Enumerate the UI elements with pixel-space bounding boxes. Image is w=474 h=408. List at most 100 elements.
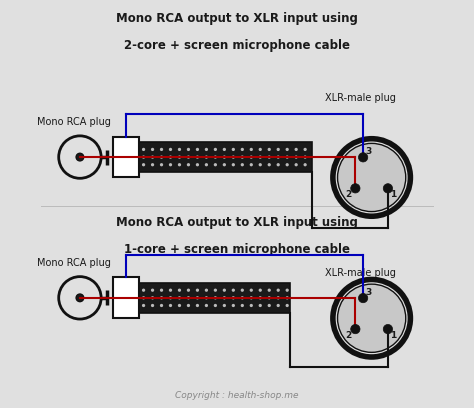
Circle shape: [214, 304, 217, 307]
Circle shape: [205, 148, 208, 151]
Circle shape: [276, 155, 280, 159]
Circle shape: [196, 155, 199, 159]
Circle shape: [259, 163, 262, 166]
Circle shape: [187, 148, 190, 151]
Text: Copyright : health-shop.me: Copyright : health-shop.me: [175, 391, 299, 400]
Circle shape: [151, 163, 154, 166]
Circle shape: [223, 163, 226, 166]
Circle shape: [241, 288, 244, 292]
Circle shape: [142, 163, 145, 166]
Text: 1: 1: [390, 190, 396, 199]
Circle shape: [223, 304, 226, 307]
Circle shape: [383, 184, 392, 193]
Circle shape: [285, 155, 289, 159]
Text: Mono RCA output to XLR input using: Mono RCA output to XLR input using: [116, 216, 358, 229]
Circle shape: [151, 288, 154, 292]
Circle shape: [268, 163, 271, 166]
Circle shape: [241, 155, 244, 159]
Circle shape: [351, 184, 360, 193]
Circle shape: [259, 288, 262, 292]
Circle shape: [223, 296, 226, 299]
Circle shape: [160, 148, 163, 151]
Text: 3: 3: [365, 288, 372, 297]
Circle shape: [151, 148, 154, 151]
Circle shape: [151, 296, 154, 299]
Text: Mono RCA plug: Mono RCA plug: [37, 118, 111, 127]
Circle shape: [241, 148, 244, 151]
Circle shape: [196, 304, 199, 307]
Circle shape: [178, 304, 181, 307]
Circle shape: [285, 288, 289, 292]
Circle shape: [285, 296, 289, 299]
Circle shape: [196, 163, 199, 166]
Circle shape: [214, 155, 217, 159]
Circle shape: [250, 288, 253, 292]
Text: 1: 1: [390, 330, 396, 339]
Circle shape: [276, 163, 280, 166]
Circle shape: [142, 296, 145, 299]
Circle shape: [151, 155, 154, 159]
Circle shape: [169, 155, 172, 159]
Circle shape: [178, 296, 181, 299]
Circle shape: [294, 148, 298, 151]
Circle shape: [250, 148, 253, 151]
Circle shape: [178, 288, 181, 292]
Circle shape: [241, 163, 244, 166]
Circle shape: [241, 296, 244, 299]
Circle shape: [351, 324, 360, 334]
Circle shape: [268, 148, 271, 151]
Circle shape: [169, 304, 172, 307]
Circle shape: [250, 296, 253, 299]
Circle shape: [303, 163, 307, 166]
Circle shape: [232, 163, 235, 166]
Circle shape: [250, 304, 253, 307]
Circle shape: [205, 296, 208, 299]
Text: Mono RCA plug: Mono RCA plug: [37, 258, 111, 268]
Circle shape: [142, 148, 145, 151]
Circle shape: [178, 163, 181, 166]
Circle shape: [276, 304, 280, 307]
Circle shape: [160, 155, 163, 159]
Text: XLR-male plug: XLR-male plug: [325, 93, 396, 103]
Circle shape: [223, 288, 226, 292]
Circle shape: [160, 304, 163, 307]
Circle shape: [383, 324, 392, 334]
Circle shape: [214, 288, 217, 292]
Circle shape: [214, 296, 217, 299]
Circle shape: [142, 155, 145, 159]
Circle shape: [337, 284, 406, 353]
Circle shape: [205, 155, 208, 159]
Circle shape: [205, 288, 208, 292]
Circle shape: [76, 294, 84, 302]
Circle shape: [232, 296, 235, 299]
Circle shape: [223, 155, 226, 159]
Bar: [139, 282, 290, 313]
Text: 1-core + screen microphone cable: 1-core + screen microphone cable: [124, 243, 350, 256]
Circle shape: [358, 293, 368, 303]
Circle shape: [160, 296, 163, 299]
Text: 2-core + screen microphone cable: 2-core + screen microphone cable: [124, 39, 350, 52]
Circle shape: [169, 296, 172, 299]
Circle shape: [268, 288, 271, 292]
Circle shape: [196, 288, 199, 292]
Text: Mono RCA output to XLR input using: Mono RCA output to XLR input using: [116, 12, 358, 25]
Circle shape: [178, 155, 181, 159]
Circle shape: [259, 148, 262, 151]
Circle shape: [151, 304, 154, 307]
Circle shape: [276, 148, 280, 151]
Circle shape: [187, 155, 190, 159]
Circle shape: [285, 304, 289, 307]
Circle shape: [178, 148, 181, 151]
Circle shape: [205, 163, 208, 166]
Circle shape: [169, 288, 172, 292]
Circle shape: [250, 155, 253, 159]
Circle shape: [232, 288, 235, 292]
Circle shape: [294, 163, 298, 166]
Text: XLR-male plug: XLR-male plug: [325, 268, 396, 278]
Circle shape: [214, 163, 217, 166]
Circle shape: [268, 304, 271, 307]
Circle shape: [160, 163, 163, 166]
Circle shape: [259, 304, 262, 307]
Circle shape: [232, 304, 235, 307]
Circle shape: [76, 153, 84, 161]
